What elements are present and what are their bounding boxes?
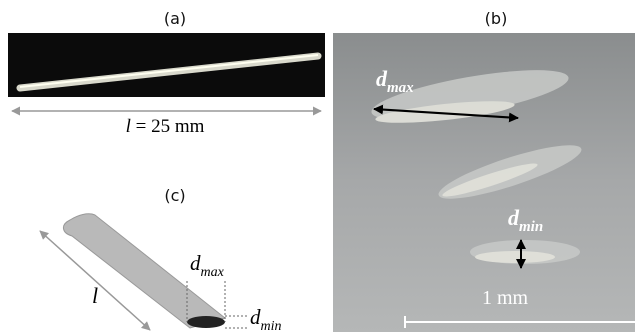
sub: max [201,265,225,280]
caption-text: = 25 mm [136,116,205,137]
panel-label: (c) [164,186,185,205]
length-label: l [92,283,98,308]
panel-label: (a) [164,9,186,28]
panel-label: (b) [485,9,508,28]
scale-label: 1 mm [482,287,529,309]
figure: (a) l = 25 mm (b) dmax dmin 1 mm (c) l d… [0,0,635,332]
base: d [190,251,201,275]
symbol: l [126,116,131,137]
thickness-label: dmin [250,305,282,332]
sub: min [519,219,543,235]
width-label: dmax [190,251,225,280]
base: d [250,305,261,329]
caption: l = 25 mm [126,116,205,137]
cylinder-end [187,316,225,328]
sub: max [387,80,414,96]
sub: min [261,319,282,332]
